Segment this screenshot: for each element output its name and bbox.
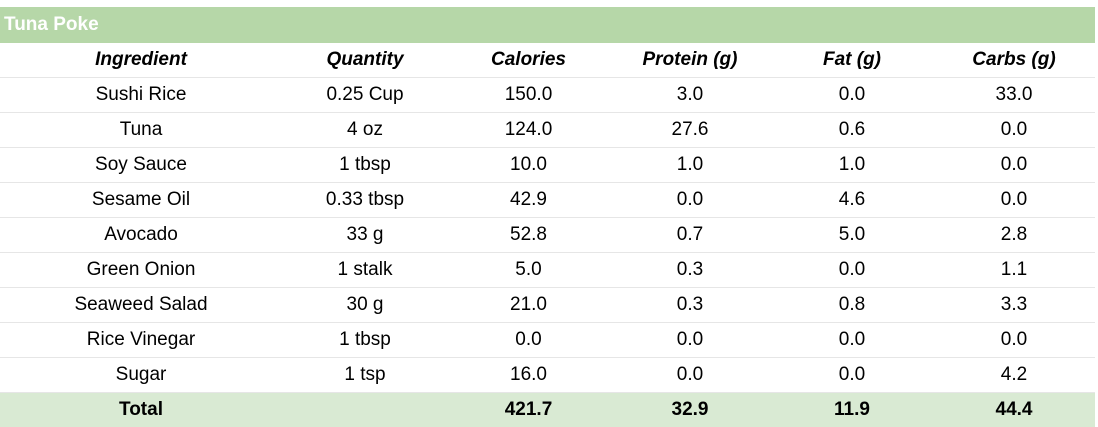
cell-calories[interactable]: 42.9 bbox=[448, 183, 609, 218]
cell-protein[interactable]: 0.0 bbox=[609, 323, 771, 358]
cell-carbs[interactable]: 33.0 bbox=[933, 78, 1095, 113]
cell-fat[interactable]: 0.0 bbox=[771, 253, 933, 288]
header-row: Ingredient Quantity Calories Protein (g)… bbox=[0, 43, 1095, 78]
cell-ingredient[interactable]: Rice Vinegar bbox=[0, 323, 282, 358]
cell-carbs[interactable]: 0.0 bbox=[933, 183, 1095, 218]
cell-fat[interactable]: 0.0 bbox=[771, 358, 933, 393]
cell-protein[interactable]: 0.7 bbox=[609, 218, 771, 253]
cell-fat[interactable]: 1.0 bbox=[771, 148, 933, 183]
cell-fat[interactable]: 4.6 bbox=[771, 183, 933, 218]
cell-fat[interactable]: 0.8 bbox=[771, 288, 933, 323]
table-row: Soy Sauce 1 tbsp 10.0 1.0 1.0 0.0 bbox=[0, 148, 1095, 183]
table-row: Green Onion 1 stalk 5.0 0.3 0.0 1.1 bbox=[0, 253, 1095, 288]
cell-calories[interactable]: 124.0 bbox=[448, 113, 609, 148]
table-row: Tuna 4 oz 124.0 27.6 0.6 0.0 bbox=[0, 113, 1095, 148]
cell-fat[interactable]: 0.0 bbox=[771, 323, 933, 358]
table-row: Seaweed Salad 30 g 21.0 0.3 0.8 3.3 bbox=[0, 288, 1095, 323]
cell-ingredient[interactable]: Tuna bbox=[0, 113, 282, 148]
cell-quantity[interactable]: 4 oz bbox=[282, 113, 448, 148]
cell-ingredient[interactable]: Avocado bbox=[0, 218, 282, 253]
cell-fat[interactable]: 0.0 bbox=[771, 78, 933, 113]
cell-calories[interactable]: 16.0 bbox=[448, 358, 609, 393]
cell-protein[interactable]: 0.3 bbox=[609, 288, 771, 323]
cell-ingredient[interactable]: Soy Sauce bbox=[0, 148, 282, 183]
header-calories[interactable]: Calories bbox=[448, 43, 609, 78]
cell-protein[interactable]: 27.6 bbox=[609, 113, 771, 148]
cell-ingredient[interactable]: Sesame Oil bbox=[0, 183, 282, 218]
cell-fat[interactable]: 5.0 bbox=[771, 218, 933, 253]
cell-carbs[interactable]: 2.8 bbox=[933, 218, 1095, 253]
cell-calories[interactable]: 10.0 bbox=[448, 148, 609, 183]
cell-carbs[interactable]: 0.0 bbox=[933, 323, 1095, 358]
cell-quantity[interactable]: 1 tbsp bbox=[282, 148, 448, 183]
cell-ingredient[interactable]: Sugar bbox=[0, 358, 282, 393]
cell-quantity[interactable]: 1 tbsp bbox=[282, 323, 448, 358]
cell-ingredient[interactable]: Sushi Rice bbox=[0, 78, 282, 113]
cell-protein[interactable]: 1.0 bbox=[609, 148, 771, 183]
cell-carbs[interactable]: 3.3 bbox=[933, 288, 1095, 323]
cell-protein[interactable]: 0.0 bbox=[609, 183, 771, 218]
cell-quantity[interactable]: 1 stalk bbox=[282, 253, 448, 288]
cell-quantity[interactable]: 1 tsp bbox=[282, 358, 448, 393]
table-row: Sugar 1 tsp 16.0 0.0 0.0 4.2 bbox=[0, 358, 1095, 393]
cell-carbs[interactable]: 0.0 bbox=[933, 148, 1095, 183]
cell-protein[interactable]: 0.3 bbox=[609, 253, 771, 288]
cell-carbs[interactable]: 4.2 bbox=[933, 358, 1095, 393]
cell-carbs[interactable]: 1.1 bbox=[933, 253, 1095, 288]
table-row: Sesame Oil 0.33 tbsp 42.9 0.0 4.6 0.0 bbox=[0, 183, 1095, 218]
cell-calories[interactable]: 5.0 bbox=[448, 253, 609, 288]
cell-protein[interactable]: 3.0 bbox=[609, 78, 771, 113]
cell-quantity[interactable]: 30 g bbox=[282, 288, 448, 323]
cell-calories[interactable]: 0.0 bbox=[448, 323, 609, 358]
cell-carbs[interactable]: 0.0 bbox=[933, 113, 1095, 148]
table-row: Rice Vinegar 1 tbsp 0.0 0.0 0.0 0.0 bbox=[0, 323, 1095, 358]
cell-calories[interactable]: 52.8 bbox=[448, 218, 609, 253]
nutrition-sheet: Tuna Poke Ingredient Quantity Calories P… bbox=[0, 7, 1095, 427]
header-carbs[interactable]: Carbs (g) bbox=[933, 43, 1095, 78]
cell-quantity[interactable]: 0.25 Cup bbox=[282, 78, 448, 113]
cell-protein[interactable]: 0.0 bbox=[609, 358, 771, 393]
table-title: Tuna Poke bbox=[0, 7, 1095, 43]
cell-calories[interactable]: 150.0 bbox=[448, 78, 609, 113]
cell-ingredient[interactable]: Seaweed Salad bbox=[0, 288, 282, 323]
cell-ingredient[interactable]: Green Onion bbox=[0, 253, 282, 288]
table-row: Avocado 33 g 52.8 0.7 5.0 2.8 bbox=[0, 218, 1095, 253]
header-ingredient[interactable]: Ingredient bbox=[0, 43, 282, 78]
cell-quantity[interactable]: 0.33 tbsp bbox=[282, 183, 448, 218]
header-protein[interactable]: Protein (g) bbox=[609, 43, 771, 78]
header-fat[interactable]: Fat (g) bbox=[771, 43, 933, 78]
nutrition-table: Ingredient Quantity Calories Protein (g)… bbox=[0, 43, 1095, 427]
cell-quantity[interactable]: 33 g bbox=[282, 218, 448, 253]
header-quantity[interactable]: Quantity bbox=[282, 43, 448, 78]
cell-calories[interactable]: 21.0 bbox=[448, 288, 609, 323]
table-row: Sushi Rice 0.25 Cup 150.0 3.0 0.0 33.0 bbox=[0, 78, 1095, 113]
cell-fat[interactable]: 0.6 bbox=[771, 113, 933, 148]
